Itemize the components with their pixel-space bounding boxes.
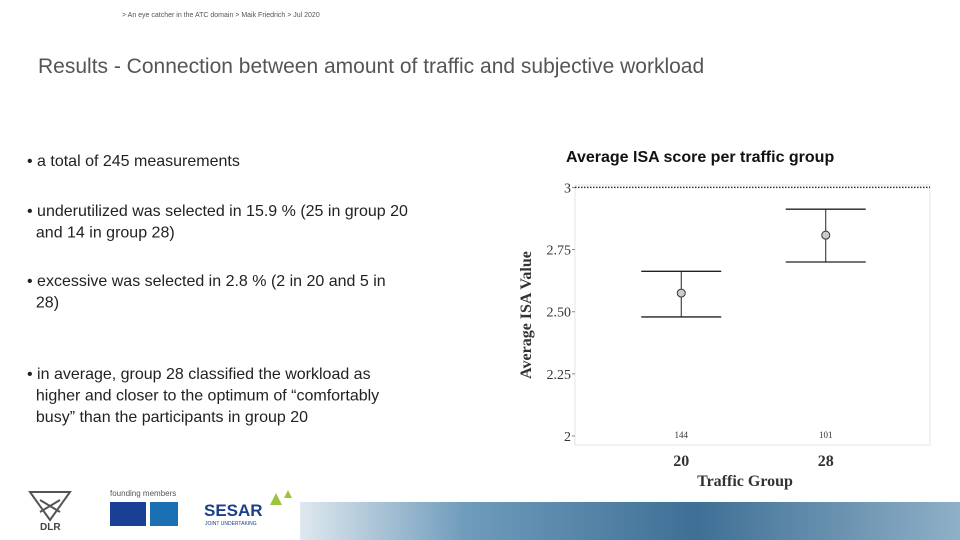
bullet-line: and 14 in group 28): [27, 225, 175, 242]
dlr-logo: DLR: [28, 491, 72, 533]
sesar-stars: [270, 490, 292, 505]
slide-title: Results - Connection between amount of t…: [38, 55, 704, 78]
mean-point: [676, 288, 686, 298]
bullet-line: • excessive was selected in 2.8 % (2 in …: [27, 273, 386, 290]
y-tick-label: 2: [564, 430, 571, 445]
y-tick-label: 2.75: [547, 244, 572, 259]
bullet-line: higher and closer to the optimum of “com…: [27, 388, 379, 405]
bullet-line: busy” than the participants in group 20: [27, 409, 308, 426]
earth-banner: [300, 502, 960, 540]
eurocontrol-logo: [150, 502, 178, 526]
count-label: 144: [675, 430, 689, 440]
breadcrumb: > An eye catcher in the ATC domain > Mai…: [122, 12, 320, 19]
bullet-line: • a total of 245 measurements: [27, 153, 240, 170]
x-tick-label: 20: [673, 453, 689, 470]
y-tick-label: 2.25: [547, 368, 572, 383]
bullet-list: • a total of 245 measurements • underutil…: [27, 153, 408, 426]
plot-frame: [574, 184, 931, 446]
mean-point: [821, 230, 831, 240]
eu-flag: [110, 502, 146, 526]
y-axis-label: Average ISA Value: [518, 251, 535, 379]
x-tick-label: 28: [818, 453, 834, 470]
bullet-line: • underutilized was selected in 15.9 % (…: [27, 203, 408, 220]
x-axis-label: Traffic Group: [697, 473, 793, 490]
y-tick-label: 3: [564, 181, 571, 196]
bullet-line: 28): [27, 295, 59, 312]
sesar-text: SESAR: [204, 501, 263, 520]
chart: 2 2.25 2.50 2.75 3 144 20 101 28: [547, 181, 931, 470]
chart-title: Average ISA score per traffic group: [566, 149, 834, 166]
sesar-sub: JOINT UNDERTAKING: [205, 521, 257, 527]
count-label: 101: [819, 430, 833, 440]
bullet-line: • in average, group 28 classified the wo…: [27, 366, 371, 383]
dlr-text: DLR: [40, 522, 61, 533]
founding-text: founding members: [110, 489, 176, 498]
y-tick-label: 2.50: [547, 306, 572, 321]
